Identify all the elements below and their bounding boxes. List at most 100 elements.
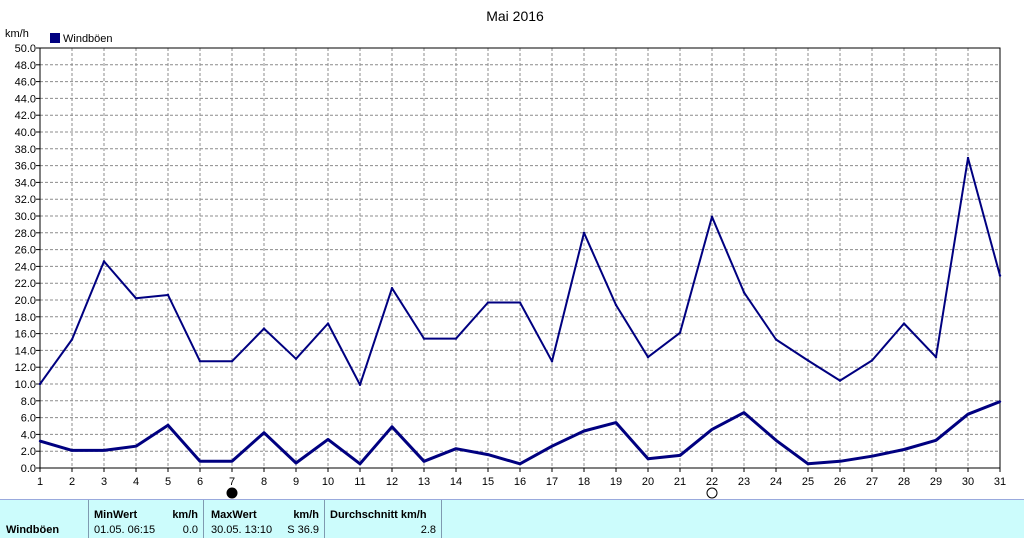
min-header: MinWert	[94, 509, 138, 521]
grid	[39, 47, 1001, 469]
data-point	[294, 357, 298, 360]
data-point	[934, 355, 938, 359]
data-point	[742, 291, 746, 294]
x-tick-label: 22	[706, 476, 718, 488]
data-point	[518, 301, 522, 304]
x-tick-label: 26	[834, 476, 846, 488]
chart-title: Mai 2016	[486, 8, 544, 24]
data-point	[678, 454, 682, 457]
avg-header: Durchschnitt km/h	[330, 509, 427, 521]
y-tick-label: 36.0	[15, 161, 36, 173]
data-point	[262, 431, 266, 434]
data-point	[198, 460, 202, 463]
y-tick-label: 38.0	[15, 144, 36, 156]
y-tick-label: 24.0	[15, 261, 36, 273]
x-tick-label: 16	[514, 476, 526, 488]
x-tick-label: 6	[197, 476, 203, 488]
data-point	[166, 293, 170, 297]
x-tick-label: 18	[578, 476, 590, 488]
data-point	[422, 460, 426, 463]
data-point	[550, 444, 554, 448]
x-tick-label: 19	[610, 476, 622, 488]
y-tick-label: 2.0	[21, 446, 36, 458]
max-header: MaxWert	[211, 509, 257, 521]
x-tick-label: 3	[101, 476, 107, 488]
data-point	[966, 156, 970, 160]
data-point	[998, 400, 1002, 403]
x-tick-label: 29	[930, 476, 942, 488]
x-tick-label: 23	[738, 476, 750, 488]
data-point	[262, 327, 266, 330]
data-point	[38, 439, 42, 443]
data-point	[454, 447, 458, 450]
data-point	[902, 322, 906, 325]
data-point	[582, 429, 586, 433]
data-point	[70, 338, 74, 341]
stats-max-cell: MaxWert km/h 30.05. 13:10 S 36.9	[204, 500, 325, 538]
moon-markers	[226, 487, 718, 499]
y-tick-label: 46.0	[15, 77, 36, 89]
y-tick-label: 32.0	[15, 194, 36, 206]
data-point	[806, 359, 810, 362]
plot-area	[38, 156, 1002, 466]
data-point	[230, 460, 234, 463]
min-value: 0.0	[182, 524, 198, 536]
y-tick-label: 8.0	[21, 396, 36, 408]
data-point	[710, 428, 714, 431]
data-point	[390, 287, 394, 290]
data-point	[134, 444, 138, 448]
y-tick-label: 42.0	[15, 110, 36, 122]
x-tick-label: 20	[642, 476, 654, 488]
x-tick-label: 12	[386, 476, 398, 488]
data-point	[870, 455, 874, 458]
y-tick-label: 40.0	[15, 127, 36, 139]
x-tick-label: 14	[450, 476, 462, 488]
data-point	[486, 301, 490, 304]
y-tick-label: 28.0	[15, 228, 36, 240]
stats-min-cell: MinWert km/h 01.05. 06:15 0.0	[89, 500, 204, 538]
y-tick-label: 26.0	[15, 245, 36, 257]
y-tick-label: 6.0	[21, 413, 36, 425]
data-point	[966, 413, 970, 416]
x-tick-label: 13	[418, 476, 430, 488]
x-tick-label: 17	[546, 476, 558, 488]
data-point	[742, 411, 746, 414]
y-axis: 0.0 2.0 4.0 6.0 8.0 10.0 12.0 14.0 16.0 18.0 20.0 2…	[15, 43, 40, 475]
max-unit: km/h	[293, 509, 319, 521]
x-tick-label: 2	[69, 476, 75, 488]
data-point	[422, 337, 426, 340]
full-moon-icon	[706, 487, 718, 499]
chart: Mai 2016 km/h Windböen 0.0 2.0 4.0 6.0 8.0 10…	[5, 8, 1006, 499]
y-tick-label: 14.0	[15, 345, 36, 357]
statistics-table: Windböen MinWert km/h 01.05. 06:15 0.0 M…	[0, 499, 1024, 538]
y-axis-label: km/h	[5, 28, 29, 40]
y-tick-label: 48.0	[15, 60, 36, 72]
y-tick-label: 12.0	[15, 362, 36, 374]
data-point	[614, 303, 618, 307]
max-value: S 36.9	[287, 524, 319, 536]
x-tick-label: 4	[133, 476, 139, 488]
x-tick-label: 28	[898, 476, 910, 488]
data-point	[934, 439, 938, 442]
data-point	[806, 462, 810, 465]
max-time: 30.05. 13:10	[211, 524, 273, 536]
data-point	[454, 337, 458, 340]
legend-label: Windböen	[63, 33, 113, 45]
min-unit: km/h	[172, 509, 198, 521]
legend-swatch	[50, 33, 60, 43]
data-point	[838, 460, 842, 463]
stats-row-label: Windböen	[6, 524, 60, 536]
data-point	[550, 360, 554, 363]
x-tick-label: 1	[37, 476, 43, 488]
data-point	[166, 423, 170, 427]
y-tick-label: 22.0	[15, 278, 36, 290]
y-tick-label: 20.0	[15, 295, 36, 307]
data-point	[294, 461, 298, 465]
data-point	[326, 322, 330, 325]
data-point	[614, 421, 618, 424]
data-point	[678, 331, 682, 334]
x-tick-label: 7	[229, 476, 235, 488]
data-point	[518, 462, 522, 465]
y-tick-label: 30.0	[15, 211, 36, 223]
x-tick-label: 30	[962, 476, 974, 488]
